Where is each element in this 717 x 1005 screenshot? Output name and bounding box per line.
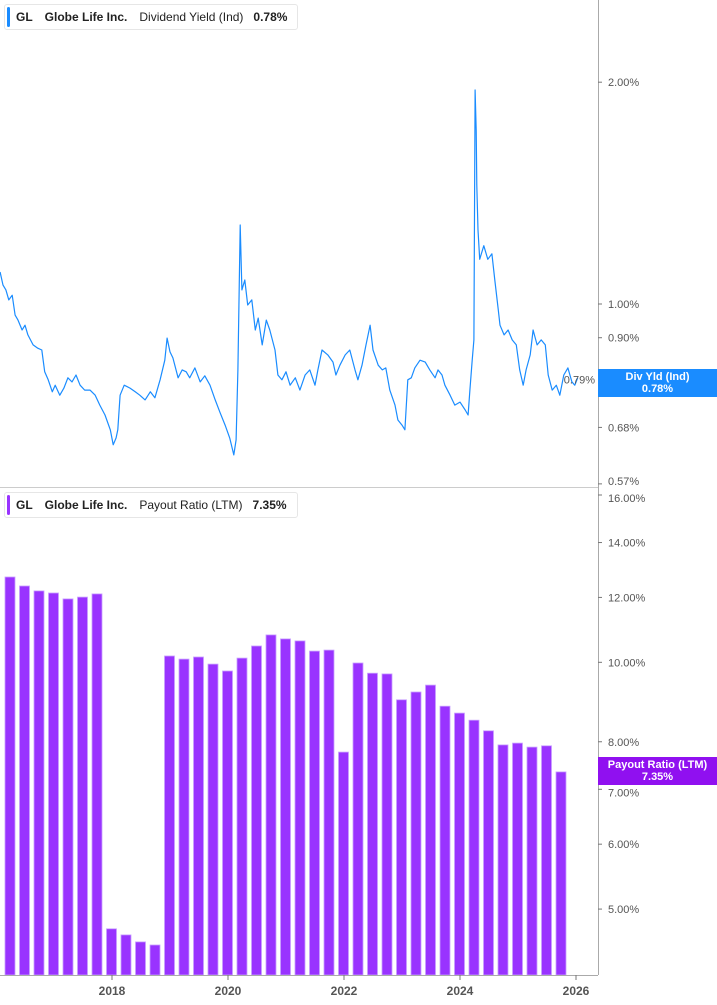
axes: 2.00% 1.00% 0.90% 0.79% 0.68% 0.57% 16.00% 14.0… [0,0,646,998]
series-color-marker [7,495,10,515]
x-tick-label: 2018 [99,984,126,998]
badge-label: Payout Ratio (LTM) [607,759,708,771]
payout-bar-2021-Q3 [323,649,335,976]
legend-metric: Dividend Yield (Ind) [139,10,244,24]
dividend-yield-line [0,89,579,456]
payout-bar-2018-Q4 [164,655,175,976]
legend-company: Globe Life Inc. [44,498,128,512]
y-tick-label: 14.00% [608,538,646,550]
payout-ratio-value-badge: Payout Ratio (LTM) 7.35% [598,757,717,785]
payout-bar-2019-Q4 [222,670,233,976]
y-tick-label: 6.00% [608,839,639,851]
x-tick-label: 2022 [331,984,358,998]
legend-company: Globe Life Inc. [44,10,128,24]
payout-bar-2021-Q2 [309,650,320,976]
payout-bar-2016-Q2 [19,585,30,976]
payout-bar-2019-Q3 [207,663,219,976]
legend-value: 7.35% [252,498,287,512]
payout-ratio-panel [4,576,567,976]
payout-bar-2024-Q2 [483,730,494,976]
y-tick-label: 1.00% [608,299,639,311]
dividend-yield-legend[interactable]: GL Globe Life Inc. Dividend Yield (Ind) … [4,4,299,30]
dividend-yield-panel [0,89,579,456]
payout-bar-2023-Q1 [410,691,422,976]
y-tick-label: 5.00% [608,904,639,916]
y-tick-label: 0.68% [608,422,639,434]
payout-bar-2024-Q3 [497,744,509,976]
payout-bar-2017-Q1 [62,598,74,976]
payout-bar-2016-Q4 [48,592,59,976]
payout-ratio-legend[interactable]: GL Globe Life Inc. Payout Ratio (LTM) 7.… [4,492,298,518]
payout-bar-2018-Q3 [149,944,161,976]
y-tick-label: 0.90% [608,333,639,345]
payout-bar-2017-Q2 [77,596,88,976]
payout-bar-2018-Q1 [120,934,132,976]
badge-value: 0.78% [641,383,674,395]
legend-metric: Payout Ratio (LTM) [139,498,243,512]
payout-bar-2022-Q2 [367,672,378,976]
payout-bar-2025-Q2 [541,745,552,976]
badge-value: 7.35% [641,771,674,783]
payout-bar-2023-Q3 [439,705,451,976]
x-tick-label: 2024 [447,984,474,998]
series-color-marker [7,7,10,27]
y-tick-label: 7.00% [608,787,639,799]
legend-ticker: GL [16,10,33,24]
payout-bar-2020-Q4 [280,638,291,976]
x-tick-label: 2026 [563,984,590,998]
payout-bar-2020-Q3 [265,634,277,976]
y-tick-label: 16.00% [608,493,646,505]
y-tick-label: 10.00% [608,657,646,669]
payout-bar-2025-Q1 [526,746,538,976]
payout-bar-2018-Q2 [135,941,146,976]
badge-label: Div Yld (Ind) [625,371,690,383]
payout-bar-2019-Q1 [178,658,190,976]
payout-bar-2025-Q3 [555,771,567,976]
y-tick-label: 8.00% [608,737,639,749]
payout-bar-2021-Q1 [294,640,306,976]
payout-bar-2016-Q1 [4,576,16,976]
payout-bar-2016-Q3 [33,590,45,976]
payout-bar-2021-Q4 [338,751,349,976]
payout-bar-2022-Q1 [352,662,364,976]
payout-bar-2023-Q2 [425,684,436,976]
x-tick-label: 2020 [215,984,242,998]
payout-bar-2017-Q3 [91,593,103,976]
payout-bar-2017-Q4 [106,928,117,976]
payout-bar-2020-Q1 [236,657,248,976]
payout-bar-2019-Q2 [193,656,204,976]
payout-bar-2024-Q4 [512,742,523,976]
payout-bar-2022-Q4 [396,699,407,976]
payout-bar-2020-Q2 [251,645,262,976]
y-tick-label: 0.79% [564,374,595,386]
y-tick-label: 12.00% [608,592,646,604]
y-tick-label: 2.00% [608,77,639,89]
payout-bar-2022-Q3 [381,673,393,976]
payout-bar-2023-Q4 [454,712,465,976]
dividend-yield-value-badge: Div Yld (Ind) 0.78% [598,369,717,397]
legend-value: 0.78% [253,10,288,24]
y-tick-label: 0.57% [608,476,639,488]
legend-ticker: GL [16,498,33,512]
payout-bar-2024-Q1 [468,719,480,976]
